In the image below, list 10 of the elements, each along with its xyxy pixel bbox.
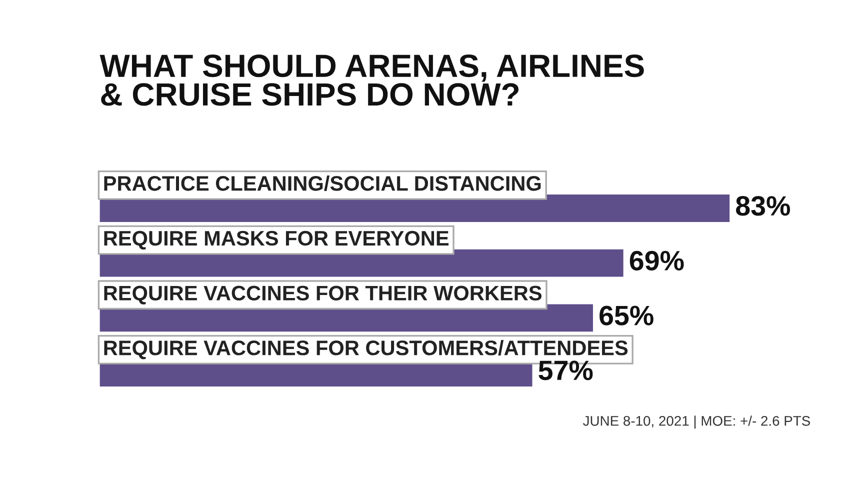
y-tick-label: REQUIRE VACCINES FOR THEIR WORKERS [104,286,542,304]
chart-title: WHAT SHOULD ARENAS, AIRLINES & CRUISE SHIPS DO NOW? [100,54,644,106]
data-label: 65% [600,306,654,326]
data-label: 83% [736,196,790,216]
y-tick-label: REQUIRE MASKS FOR EVERYONE [104,230,449,250]
y-tick-label: PRACTICE CLEANING/SOCIAL DISTANCING [104,176,541,192]
data-label: 57% [538,360,593,380]
y-tick-label: REQUIRE VACCINES FOR CUSTOMERS/ATTENDEES [104,340,628,360]
data-label: 69% [630,250,684,271]
text: JUNE 8-10, 2021 | MOE: +/- 2.6 PTS [583,416,810,429]
